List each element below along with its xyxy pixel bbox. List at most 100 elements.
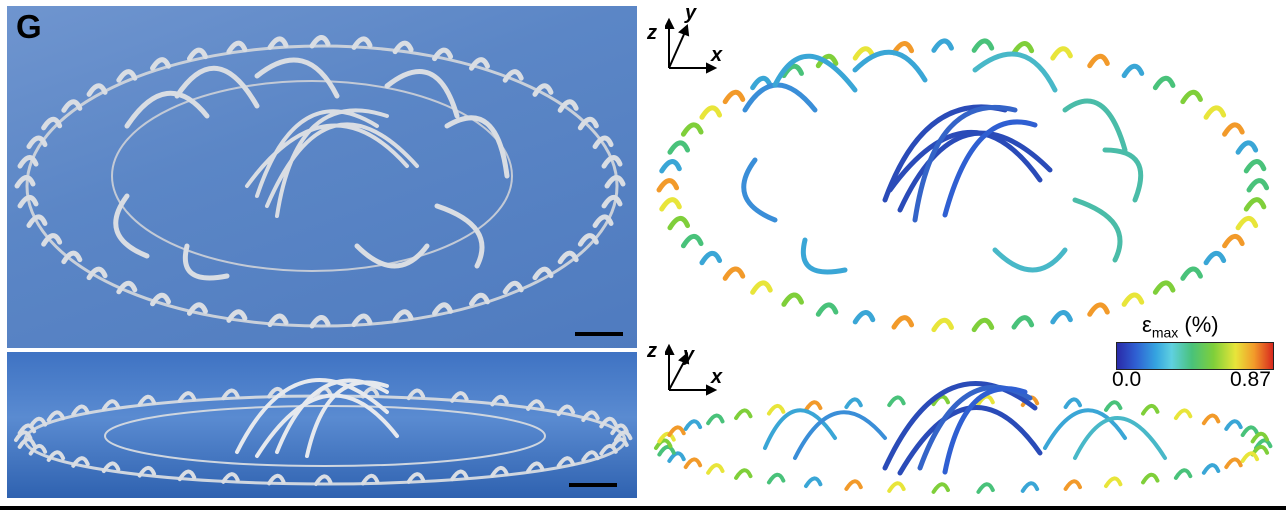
- ribbon-loop: [221, 388, 240, 401]
- ribbon-loop: [931, 38, 954, 53]
- ribbon-loop: [28, 443, 48, 456]
- ribbon-loop: [556, 404, 576, 417]
- colorbar-title: εmax (%): [1142, 312, 1219, 340]
- ribbon-loop: [659, 159, 682, 174]
- ribbon-loop: [17, 194, 39, 209]
- ribbon-loop: [1235, 215, 1259, 231]
- ribbon-loop: [226, 40, 248, 55]
- ribbon-loop: [667, 215, 691, 231]
- ribbon-loop: [1180, 89, 1203, 105]
- axis-y-bottom: y: [683, 344, 695, 366]
- scale-bar-bottom: [569, 483, 617, 487]
- ribbon-loop: [1173, 408, 1193, 421]
- ribbon-loop: [556, 456, 576, 468]
- ribbon-loop: [86, 83, 108, 97]
- ribbon-loop: [468, 292, 490, 307]
- ribbon-loop: [351, 313, 373, 328]
- colorbar-max-label: 0.87: [1230, 368, 1271, 391]
- ribbon-loop: [815, 53, 839, 69]
- ribbon-loop: [1180, 266, 1203, 281]
- ribbon-loop: [659, 197, 682, 212]
- ribbon-loop: [1087, 53, 1110, 69]
- ribbon-loop: [706, 413, 725, 426]
- ribbon-loop: [1121, 292, 1145, 307]
- ribbon-loop: [1222, 122, 1245, 137]
- ribbon-loop: [592, 214, 614, 228]
- ribbon-loop: [1141, 472, 1160, 485]
- ribbon-loop: [137, 394, 157, 407]
- axis-triad-top: [665, 17, 718, 74]
- axis-z-bottom: z: [647, 340, 657, 362]
- ribbon-loop: [14, 430, 33, 442]
- ribbon-loop: [1201, 463, 1221, 475]
- sem-image-bottom: [7, 352, 637, 498]
- ribbon-loop: [601, 194, 623, 209]
- ribbon-loop: [267, 36, 289, 50]
- ribbon-loop: [150, 292, 172, 307]
- ribbon-loop: [406, 388, 426, 401]
- ribbon-loop: [804, 476, 823, 489]
- ribbon-loop: [360, 473, 380, 486]
- ribbon-loop: [656, 178, 680, 193]
- colorbar-symbol: ε: [1142, 312, 1152, 337]
- axis-z-top: z: [647, 22, 657, 44]
- ribbon-loop: [17, 437, 37, 449]
- ribbon-loop: [267, 313, 289, 328]
- ribbon-loop: [1020, 481, 1040, 493]
- ribbon-loop: [532, 83, 554, 97]
- ribbon-loop: [734, 408, 753, 421]
- ribbon-loop: [186, 302, 208, 316]
- ribbon-loop: [683, 419, 703, 431]
- ribbon-loop: [654, 438, 673, 450]
- simulation-top-view: z y x: [645, 0, 1285, 340]
- ribbon-loop: [116, 69, 138, 83]
- ribbon-loop: [852, 310, 876, 325]
- ribbon-loop: [46, 410, 66, 423]
- ribbon-loop: [667, 425, 686, 438]
- ribbon-loop: [971, 38, 995, 53]
- ribbon-loop: [150, 57, 172, 71]
- ribbon-loop: [1224, 457, 1243, 470]
- ribbon-loop: [706, 463, 725, 475]
- ribbon-loop: [314, 474, 333, 486]
- ribbon-loop: [450, 469, 469, 482]
- ribbon-loop: [1011, 315, 1035, 330]
- ribbon-loop: [592, 135, 614, 150]
- ribbon-loop: [844, 397, 863, 410]
- ribbon-loop: [392, 309, 414, 323]
- scale-bar-top: [575, 332, 623, 336]
- axis-x-top: x: [711, 44, 723, 66]
- axis-triad-bottom: [665, 343, 718, 396]
- ribbon-loop: [766, 472, 786, 485]
- ribbon-loop: [432, 47, 454, 62]
- ribbon-loop: [852, 46, 876, 61]
- sem-bottom-structure: [14, 378, 633, 486]
- ribbon-loop: [581, 410, 600, 423]
- ribbon-loop: [699, 250, 723, 266]
- ribbon-loop: [750, 75, 773, 91]
- ribbon-loop: [601, 155, 623, 169]
- ribbon-loop: [657, 444, 676, 457]
- ribbon-loop: [766, 403, 786, 416]
- ribbon-loop: [722, 266, 746, 281]
- ribbon-loop: [1222, 233, 1245, 249]
- axis-y-top: y: [685, 2, 697, 24]
- sem-image-top: G: [7, 6, 637, 348]
- ribbon-loop: [781, 63, 804, 79]
- ribbon-loop: [101, 399, 121, 411]
- ribbon-loop: [502, 280, 524, 295]
- colorbar-unit: (%): [1184, 312, 1219, 337]
- ribbon-loop: [1246, 178, 1270, 193]
- ribbon-loop: [971, 317, 995, 333]
- ribbon-loop: [581, 450, 600, 462]
- ribbon-loop: [699, 105, 723, 120]
- ribbon-loop: [976, 482, 995, 494]
- ribbon-loop: [1050, 310, 1073, 325]
- ribbon-loop: [610, 437, 629, 449]
- ribbon-loop: [557, 250, 579, 265]
- ribbon-loop: [680, 122, 704, 137]
- ribbon-loop: [1011, 41, 1035, 56]
- ribbon-loop: [891, 315, 915, 330]
- ribbon-loop: [1141, 403, 1160, 416]
- ribbon-loop: [71, 456, 90, 468]
